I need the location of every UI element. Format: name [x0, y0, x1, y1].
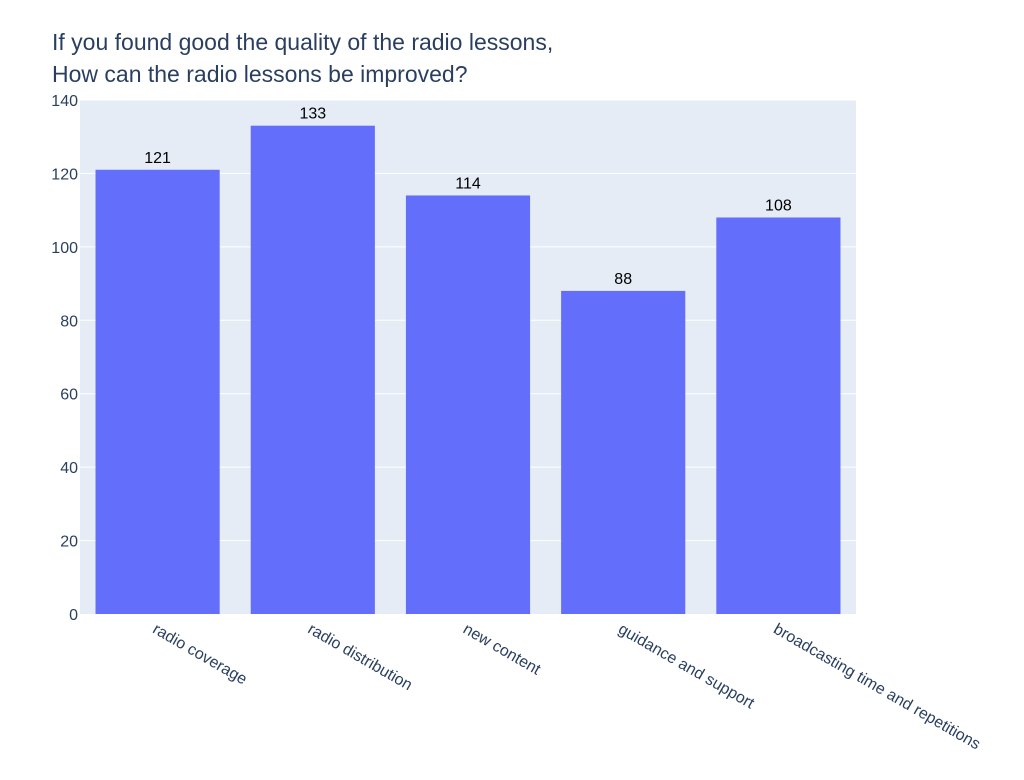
y-tick-label: 20	[60, 534, 78, 551]
x-tick-label: radio coverage	[150, 621, 250, 689]
y-tick-label: 40	[60, 460, 78, 477]
bar	[405, 195, 531, 614]
y-tick-label: 100	[51, 240, 78, 257]
bar-value-label: 133	[299, 106, 326, 123]
x-tick-label: broadcasting time and repetitions	[770, 621, 983, 754]
chart-title-line-2: How can the radio lessons be improved?	[52, 61, 468, 87]
y-tick-label: 60	[60, 387, 78, 404]
y-tick-label: 120	[51, 166, 78, 183]
bar-value-label: 88	[614, 271, 632, 288]
bar-value-label: 108	[765, 197, 792, 214]
x-tick-label: radio distribution	[305, 621, 415, 694]
bar	[716, 217, 841, 614]
x-axis-ticks: radio coverage radio distribution new cont…	[150, 621, 983, 754]
bar	[561, 290, 686, 614]
bar-value-label: 121	[144, 150, 171, 167]
data-labels: 121 133 114 88 108	[144, 106, 792, 288]
bar	[250, 125, 375, 614]
y-axis-ticks: 0 20 40 60 80 100 120 140	[51, 93, 78, 624]
chart-title-line-1: If you found good the quality of the rad…	[52, 29, 553, 55]
y-tick-label: 140	[51, 93, 78, 110]
bar-value-label: 114	[455, 175, 481, 192]
bar	[95, 169, 220, 614]
x-tick-label: guidance and support	[615, 621, 757, 713]
x-tick-label: new content	[460, 621, 544, 679]
chart-title: If you found good the quality of the rad…	[52, 29, 553, 87]
bars	[95, 125, 841, 614]
y-tick-label: 0	[69, 607, 78, 624]
y-tick-label: 80	[60, 313, 78, 330]
